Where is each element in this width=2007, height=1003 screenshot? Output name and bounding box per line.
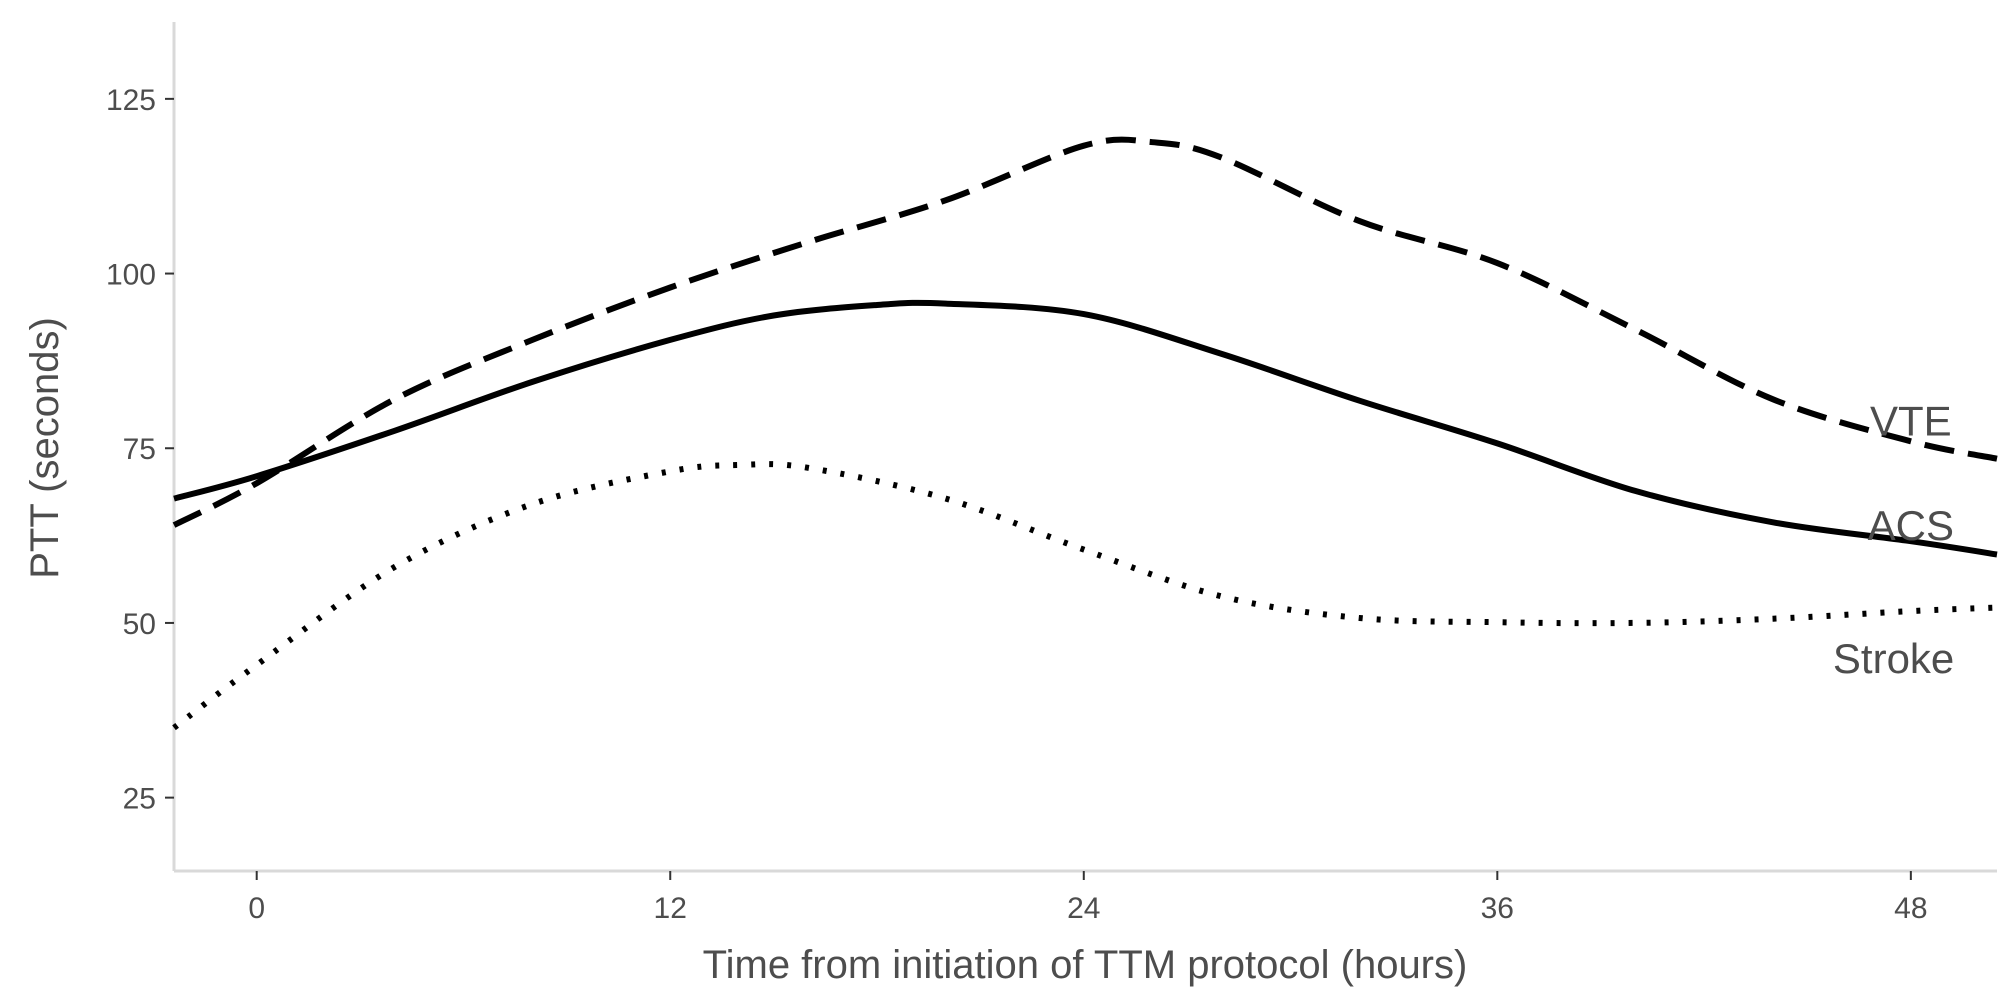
x-tick-label: 24 (1067, 892, 1100, 925)
x-tick-label: 12 (654, 892, 687, 925)
x-ticks: 0 12 24 36 48 (248, 871, 1928, 925)
series-label-vte: VTE (1870, 397, 1952, 444)
series-labels: ACS VTE Stroke (1833, 397, 1954, 682)
y-tick-label: 25 (123, 783, 156, 816)
x-tick-label: 36 (1481, 892, 1514, 925)
x-tick-label: 48 (1894, 892, 1927, 925)
series-line-stroke (172, 461, 1998, 731)
series-line-acs (173, 299, 1998, 558)
axes: 0 12 24 36 48 25 50 75 100 125 (106, 22, 1997, 925)
series-label-stroke: Stroke (1833, 635, 1954, 682)
y-ticks: 25 50 75 100 125 (106, 84, 174, 816)
y-axis-title: PTT (seconds) (23, 317, 67, 579)
y-tick-label: 100 (106, 259, 156, 292)
series-layer (172, 136, 1998, 731)
x-axis-title: Time from initiation of TTM protocol (ho… (703, 943, 1468, 987)
series-label-acs: ACS (1868, 502, 1954, 549)
y-tick-label: 75 (123, 433, 156, 466)
x-tick-label: 0 (248, 892, 265, 925)
series-line-vte (172, 136, 1998, 528)
y-tick-label: 125 (106, 84, 156, 117)
y-tick-label: 50 (123, 608, 156, 641)
